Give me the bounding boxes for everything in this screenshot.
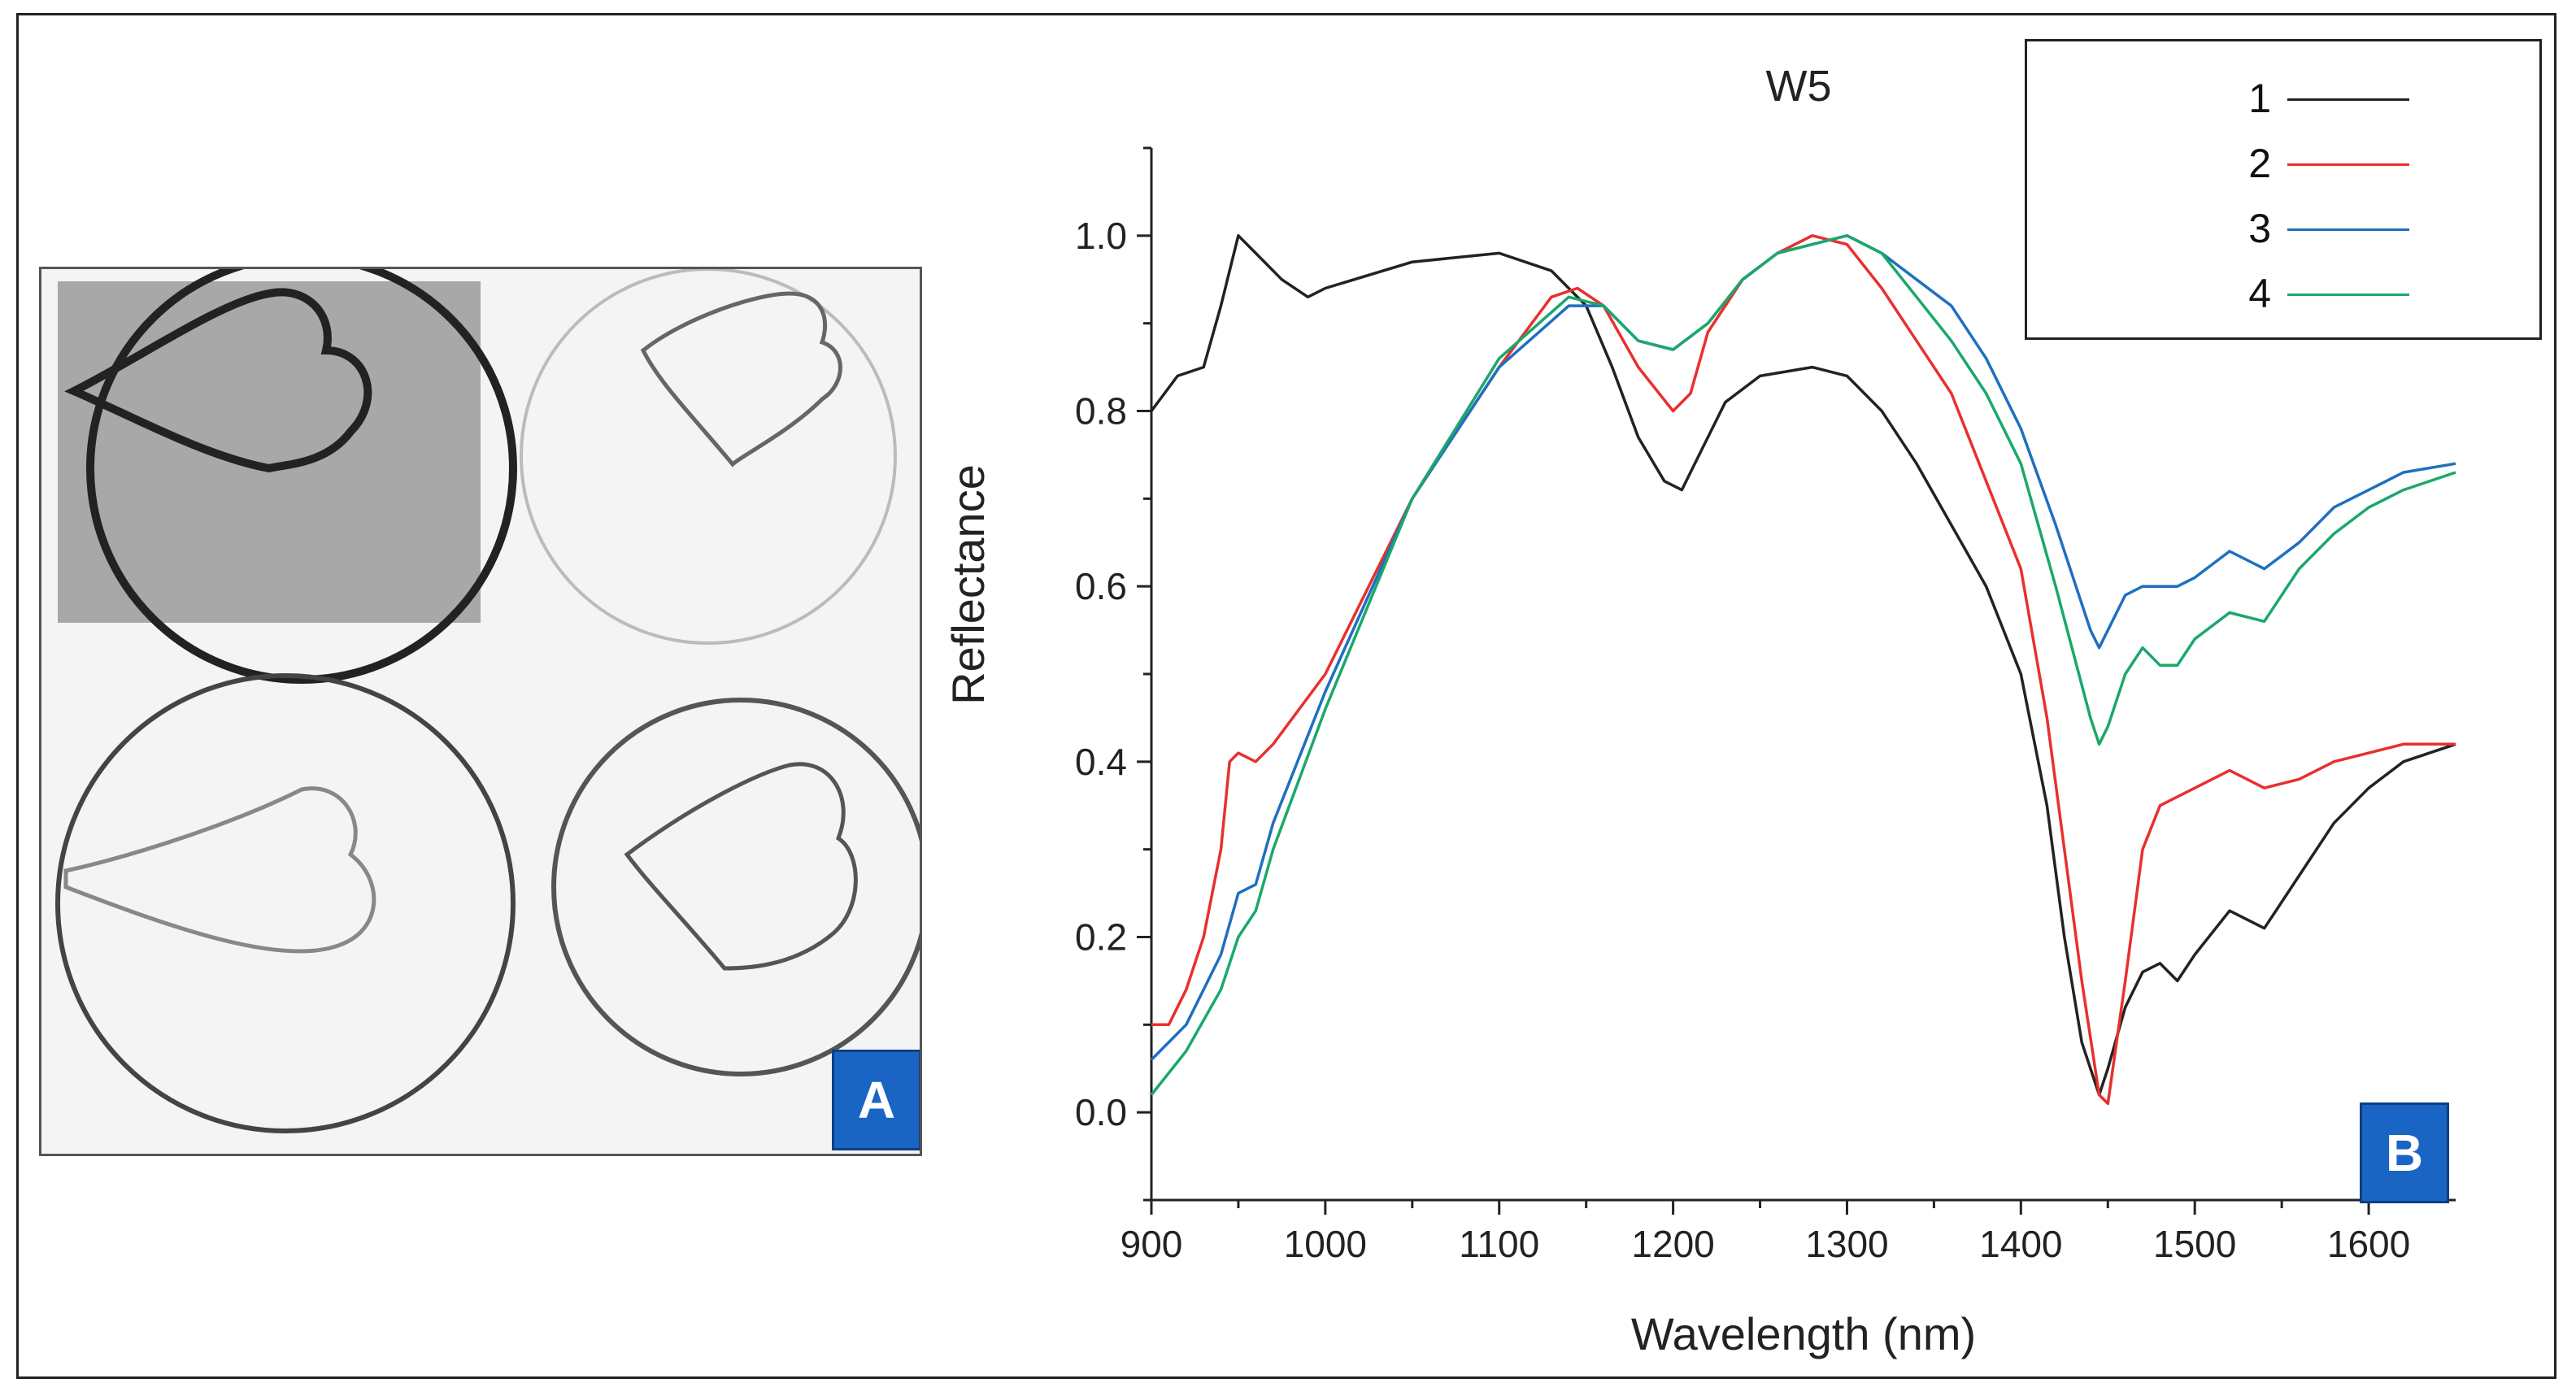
sample-circle-1 xyxy=(86,269,517,684)
y-tick-label: 0.6 xyxy=(1075,565,1127,607)
chart-title: W5 xyxy=(1766,62,1832,111)
y-tick-label: 0.4 xyxy=(1075,741,1127,783)
dark-tile xyxy=(58,281,481,623)
x-tick-label: 1000 xyxy=(1284,1223,1367,1265)
heart-1 xyxy=(64,288,372,473)
sample-image xyxy=(41,269,920,1154)
chart-labels: 900 1000 1100 1200 1300 1400 1500 1600 0.0 0.2 0.4… xyxy=(942,62,2410,1359)
y-tick-label: 1.0 xyxy=(1075,215,1127,257)
legend-line-swatch xyxy=(2287,294,2409,296)
x-tick-label: 1400 xyxy=(1979,1223,2062,1265)
y-tick-label: 0.8 xyxy=(1075,390,1127,433)
x-tick-label: 1500 xyxy=(2153,1223,2236,1265)
y-tick-label: 0.0 xyxy=(1075,1091,1127,1133)
x-tick-label: 1200 xyxy=(1631,1223,1714,1265)
sample-circle-4 xyxy=(551,698,920,1076)
legend-label: 4 xyxy=(2248,271,2271,316)
x-tick-label: 1600 xyxy=(2327,1223,2410,1265)
chart-legend: 1 2 3 4 xyxy=(2025,39,2542,340)
panel-a-badge: A xyxy=(832,1050,920,1150)
heart-3 xyxy=(63,786,376,954)
legend-label: 1 xyxy=(2248,76,2271,121)
legend-line-swatch xyxy=(2287,228,2409,231)
sample-circle-3 xyxy=(55,673,516,1133)
legend-line-swatch xyxy=(2287,163,2409,166)
legend-entry: 2 xyxy=(2027,139,2539,188)
legend-line-swatch xyxy=(2287,98,2409,101)
chart-series xyxy=(1150,234,2456,1106)
x-tick-label: 1100 xyxy=(1459,1223,1539,1265)
y-axis-title: Reflectance xyxy=(942,464,994,705)
heart-4 xyxy=(624,762,858,971)
sample-circle-2 xyxy=(520,269,897,645)
sample-image-panel: A xyxy=(39,267,922,1156)
x-tick-label: 900 xyxy=(1120,1223,1183,1265)
legend-entry: 3 xyxy=(2027,204,2539,253)
series-line-3 xyxy=(1150,234,2456,1061)
series-line-2 xyxy=(1151,234,2456,1106)
legend-entry: 4 xyxy=(2027,269,2539,318)
y-tick-label: 0.2 xyxy=(1075,916,1127,959)
legend-label: 3 xyxy=(2248,206,2271,251)
legend-label: 2 xyxy=(2248,141,2271,186)
series-line-1 xyxy=(1150,234,2456,1097)
heart-2 xyxy=(640,291,842,468)
x-axis-title: Wavelength (nm) xyxy=(1631,1308,1976,1359)
panel-b-badge: B xyxy=(2360,1102,2449,1203)
series-line-4 xyxy=(1150,234,2456,1096)
x-tick-label: 1300 xyxy=(1805,1223,1888,1265)
legend-entry: 1 xyxy=(2027,74,2539,123)
figure-frame xyxy=(16,13,2556,1379)
